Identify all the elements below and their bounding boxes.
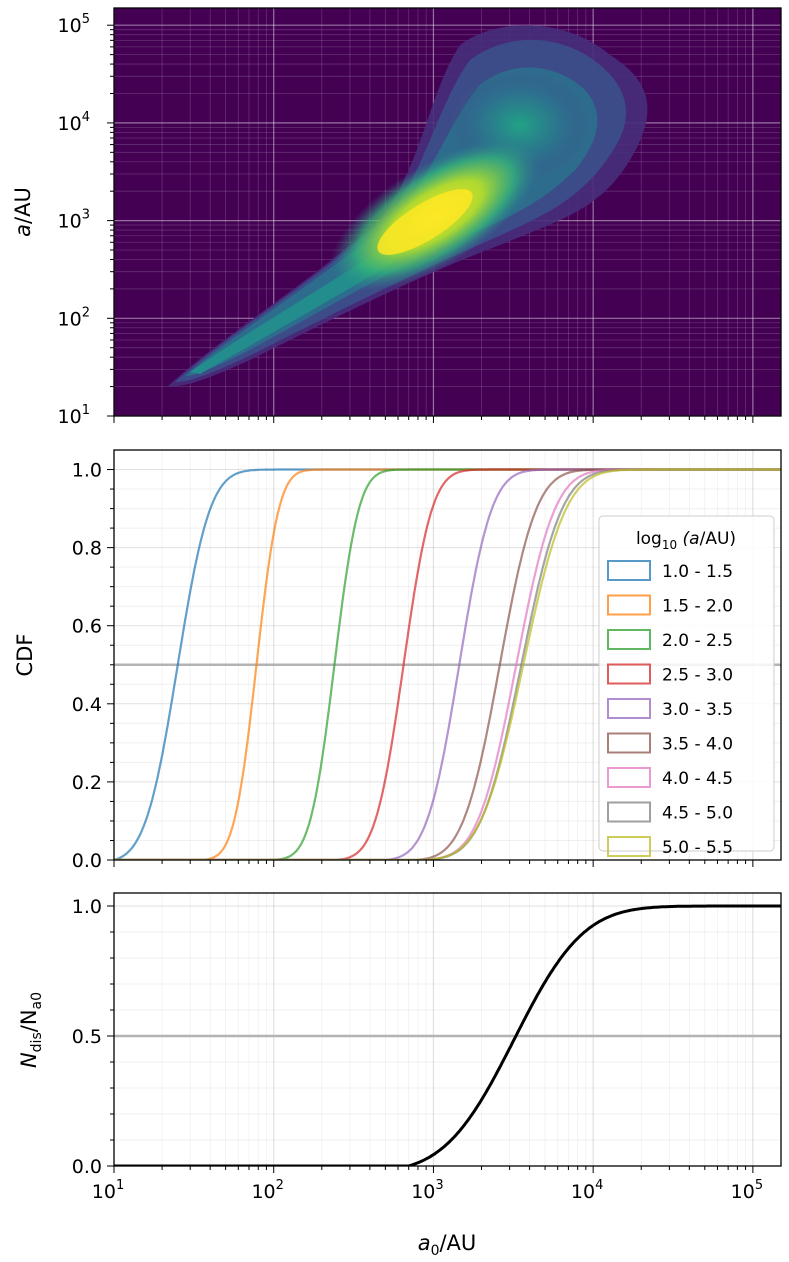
fraction-background bbox=[114, 893, 781, 1166]
legend-label: 1.5 - 2.0 bbox=[662, 597, 733, 617]
y-tick-label: 0.4 bbox=[72, 694, 102, 716]
x-tick-label: 101 bbox=[92, 1178, 124, 1203]
fraction-panel: 101 102 103 104 105 0.0 0.5 1.0 Ndis/Na0 a0/AU bbox=[17, 892, 782, 1259]
y-tick-label: 103 bbox=[58, 208, 90, 233]
legend-items: 1.0 - 1.5 1.5 - 2.0 2.0 - 2.5 2.5 - 3.0 3.0 … bbox=[607, 560, 733, 858]
legend-label: 2.5 - 3.0 bbox=[662, 666, 733, 686]
cdf-series-lines bbox=[114, 468, 781, 860]
cdf-y-label: CDF bbox=[13, 634, 37, 677]
legend-label: 4.5 - 5.0 bbox=[662, 804, 733, 824]
cdf-axes: 0.0 0.2 0.4 0.6 0.8 1.0 bbox=[72, 460, 754, 872]
legend-swatch bbox=[607, 663, 651, 685]
legend-swatch bbox=[607, 698, 651, 719]
legend-label: 3.0 - 3.5 bbox=[662, 700, 733, 720]
cdf-frame bbox=[113, 449, 782, 861]
legend-label: 2.0 - 2.5 bbox=[662, 631, 733, 651]
y-tick-label: 104 bbox=[58, 110, 90, 135]
density-gridlines bbox=[114, 8, 781, 416]
density-cloud bbox=[168, 25, 648, 387]
x-tick-label: 104 bbox=[571, 1178, 603, 1203]
y-tick-label: 0.6 bbox=[72, 616, 102, 638]
cdf-panel: 0.0 0.2 0.4 0.6 0.8 1.0 CDF log10 (a/AU) 1.0 … bbox=[13, 449, 782, 872]
fraction-series-line bbox=[114, 904, 781, 1166]
fraction-frame bbox=[113, 892, 782, 1167]
y-tick-label: 1.0 bbox=[72, 460, 102, 482]
legend-swatch bbox=[607, 560, 651, 581]
density-axes: 101 102 103 104 105 bbox=[58, 12, 754, 428]
x-axis-label: a0/AU bbox=[418, 1231, 477, 1259]
x-tick-label: 102 bbox=[251, 1178, 283, 1203]
legend-swatch bbox=[607, 594, 651, 616]
legend-swatch bbox=[607, 629, 651, 650]
y-tick-label: 102 bbox=[58, 305, 90, 330]
cdf-legend: log10 (a/AU) 1.0 - 1.5 1.5 - 2.0 2.0 - 2.5… bbox=[598, 515, 775, 858]
legend-swatch bbox=[607, 732, 651, 754]
density-frame bbox=[113, 7, 782, 417]
fraction-line bbox=[114, 904, 781, 1166]
legend-swatch bbox=[607, 801, 651, 823]
fraction-axes: 101 102 103 104 105 0.0 0.5 1.0 bbox=[72, 896, 763, 1203]
y-tick-label: 101 bbox=[58, 403, 90, 428]
legend-title: log10 (a/AU) bbox=[636, 529, 736, 552]
legend-label: 4.0 - 4.5 bbox=[662, 769, 733, 789]
y-tick-label: 0.5 bbox=[72, 1026, 102, 1048]
y-tick-label: 0.2 bbox=[72, 772, 102, 794]
y-tick-label: 105 bbox=[58, 12, 90, 37]
density-y-label: a/AU bbox=[11, 187, 35, 237]
density-peak bbox=[377, 189, 473, 255]
y-tick-label: 0.0 bbox=[72, 1156, 102, 1178]
legend-swatch bbox=[607, 767, 651, 788]
y-tick-label: 1.0 bbox=[72, 896, 102, 918]
y-tick-label: 0.8 bbox=[72, 538, 102, 560]
legend-label: 3.5 - 4.0 bbox=[662, 735, 733, 755]
x-tick-label: 105 bbox=[731, 1178, 763, 1203]
cdf-line-5.0-5.5 bbox=[114, 468, 781, 860]
fraction-gridlines bbox=[114, 893, 781, 1166]
legend-label: 1.0 - 1.5 bbox=[662, 562, 733, 582]
density-panel: 101 102 103 104 105 a/AU bbox=[11, 7, 782, 428]
legend-swatch bbox=[607, 836, 651, 857]
legend-label: 5.0 - 5.5 bbox=[662, 838, 733, 858]
y-tick-label: 0.0 bbox=[72, 850, 102, 872]
x-tick-label: 103 bbox=[411, 1178, 443, 1203]
fraction-y-label: Ndis/Na0 bbox=[17, 992, 45, 1068]
